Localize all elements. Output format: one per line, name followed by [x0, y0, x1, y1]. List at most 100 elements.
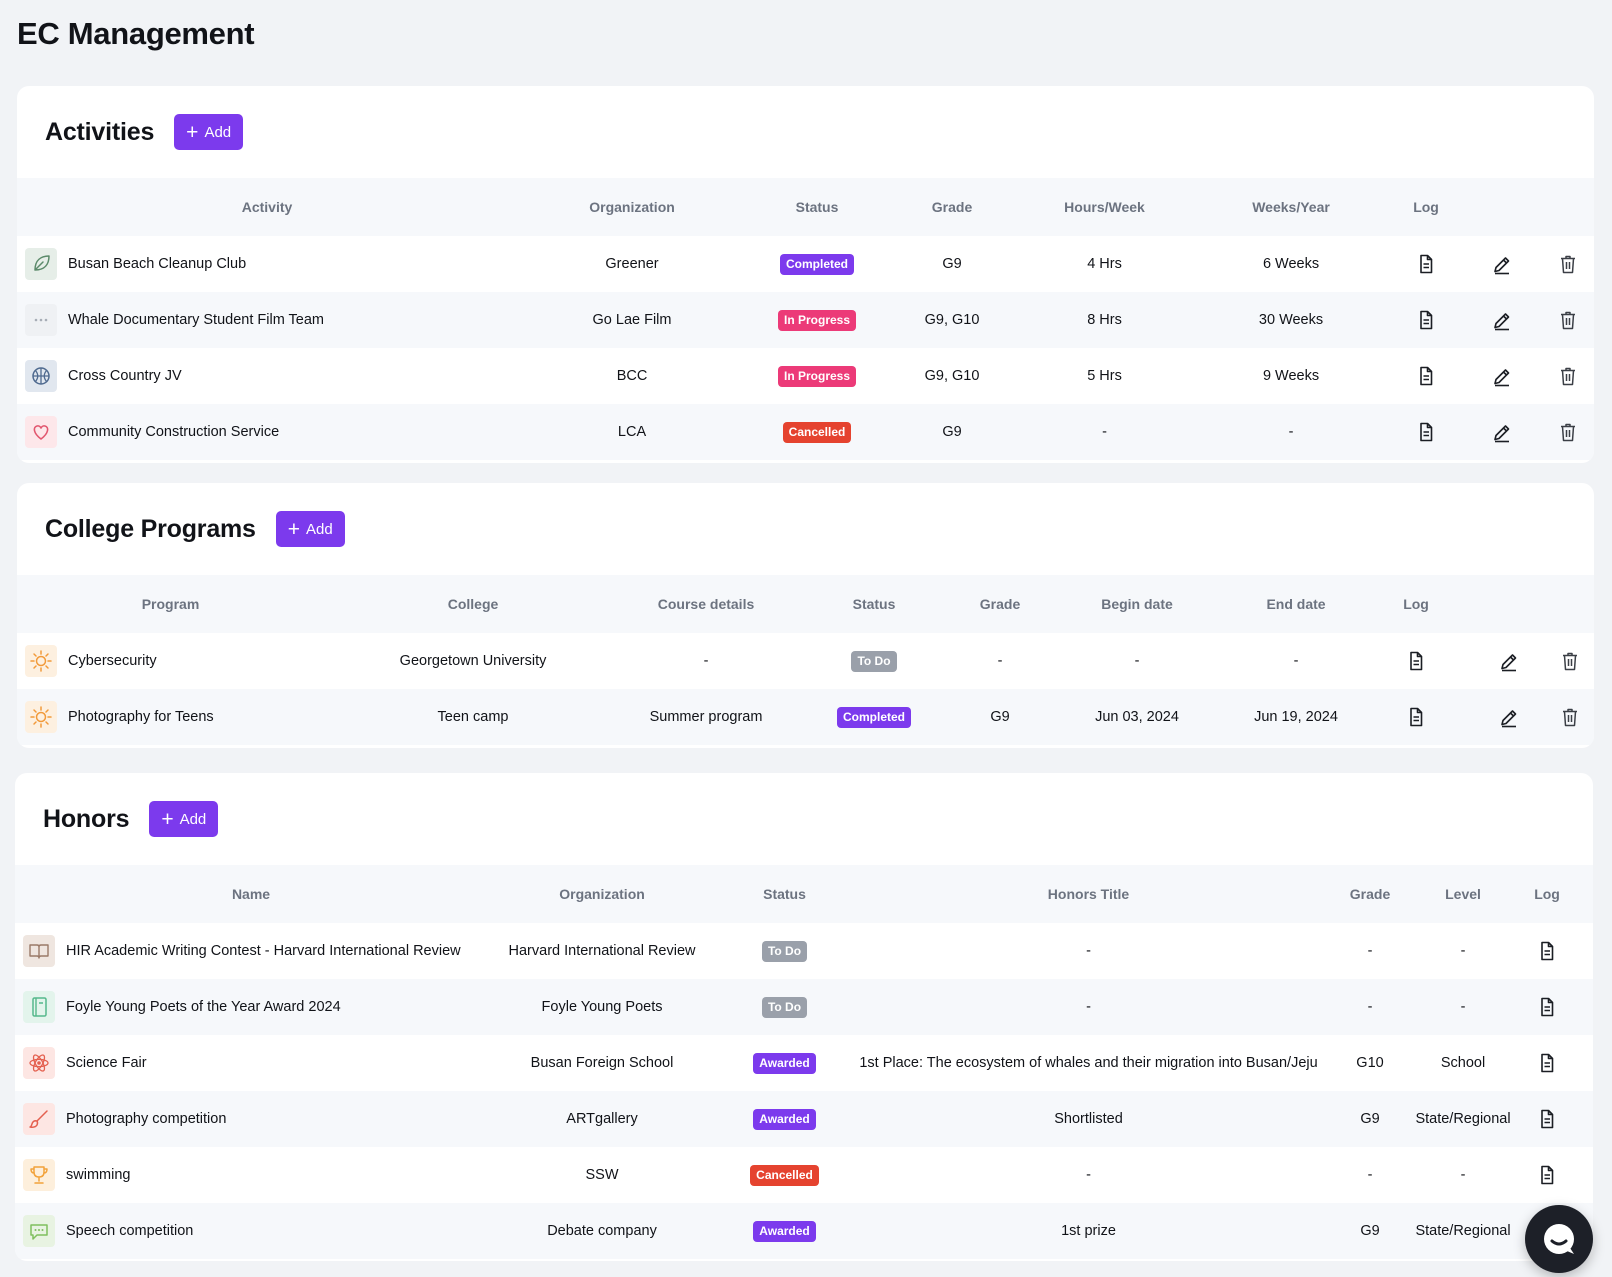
- name-cell: Whale Documentary Student Film Team: [17, 292, 517, 348]
- delete-trash-icon[interactable]: [1559, 650, 1581, 672]
- add-program-label: Add: [306, 520, 333, 538]
- table-row[interactable]: Community Construction Service LCA Cancell…: [17, 404, 1594, 460]
- status-badge: Cancelled: [782, 421, 852, 443]
- college-programs-header: College Programs + Add: [17, 483, 1594, 575]
- organization-cell: Busan Foreign School: [530, 1055, 674, 1071]
- organization-cell: Debate company: [547, 1223, 657, 1239]
- row-name: Cross Country JV: [68, 368, 182, 384]
- col-college: College: [447, 596, 499, 612]
- add-activity-button[interactable]: + Add: [174, 114, 244, 150]
- table-row[interactable]: Photography competition ARTgallery Awarded…: [15, 1091, 1593, 1147]
- table-row[interactable]: swimming SSW Cancelled - - -: [15, 1147, 1593, 1203]
- status-cell: To Do: [717, 923, 852, 979]
- col-grade: Grade: [1349, 886, 1391, 902]
- table-row[interactable]: Speech competition Debate company Awarded 1…: [15, 1203, 1593, 1259]
- log-document-icon[interactable]: [1536, 1108, 1558, 1130]
- end-cell: Jun 19, 2024: [1254, 709, 1338, 725]
- grade-cell: G9: [942, 256, 962, 272]
- log-document-icon[interactable]: [1415, 309, 1437, 331]
- heart-icon: [25, 416, 57, 448]
- row-name: Science Fair: [66, 1055, 147, 1071]
- status-badge: Completed: [780, 253, 855, 275]
- delete-cell: [1542, 292, 1594, 348]
- table-row[interactable]: Foyle Young Poets of the Year Award 2024…: [15, 979, 1593, 1035]
- activities-title: Activities: [45, 117, 155, 146]
- col-end-date: End date: [1266, 596, 1326, 612]
- title-cell: -: [1086, 999, 1091, 1015]
- edit-cell: [1583, 1147, 1593, 1203]
- begin-cell: Jun 03, 2024: [1095, 709, 1179, 725]
- status-cell: Completed: [747, 236, 887, 292]
- log-cell: [1390, 348, 1462, 404]
- weeks-cell: 6 Weeks: [1262, 256, 1320, 272]
- activities-card: Activities + Add Activity Organization St…: [17, 86, 1594, 463]
- col-status: Status: [795, 199, 839, 215]
- row-name: Foyle Young Poets of the Year Award 2024: [66, 999, 341, 1015]
- col-log: Log: [1534, 886, 1560, 902]
- col-program: Program: [141, 596, 200, 612]
- log-document-icon[interactable]: [1405, 706, 1427, 728]
- edit-pencil-icon[interactable]: [1491, 309, 1513, 331]
- table-row[interactable]: Cross Country JV BCC In Progress G9, G10 5 H…: [17, 348, 1594, 404]
- organization-cell: LCA: [617, 424, 647, 440]
- col-status: Status: [852, 596, 896, 612]
- chat-support-button[interactable]: [1525, 1205, 1593, 1273]
- weeks-cell: -: [1288, 424, 1294, 440]
- add-program-button[interactable]: + Add: [275, 511, 345, 547]
- name-cell: Photography competition: [15, 1091, 487, 1147]
- organization-cell: Harvard International Review: [508, 943, 696, 959]
- name-cell: Foyle Young Poets of the Year Award 2024: [15, 979, 487, 1035]
- delete-trash-icon[interactable]: [1557, 421, 1579, 443]
- status-badge: To Do: [851, 650, 897, 672]
- table-row[interactable]: Whale Documentary Student Film Team Go La…: [17, 292, 1594, 348]
- table-row[interactable]: Science Fair Busan Foreign School Awarded 1…: [15, 1035, 1593, 1091]
- table-row[interactable]: Photography for Teens Teen camp Summer pro…: [17, 689, 1594, 745]
- delete-trash-icon[interactable]: [1557, 365, 1579, 387]
- table-row[interactable]: HIR Academic Writing Contest - Harvard I…: [15, 923, 1593, 979]
- col-level: Level: [1445, 886, 1481, 902]
- edit-pencil-icon[interactable]: [1491, 365, 1513, 387]
- status-badge: Cancelled: [750, 1164, 819, 1186]
- grade-cell: G10: [1356, 1055, 1384, 1071]
- log-document-icon[interactable]: [1536, 1164, 1558, 1186]
- table-row[interactable]: Busan Beach Cleanup Club Greener Completed…: [17, 236, 1594, 292]
- log-document-icon[interactable]: [1536, 940, 1558, 962]
- course-cell: Summer program: [649, 709, 763, 725]
- course-cell: -: [703, 653, 709, 669]
- edit-cell: [1583, 1091, 1593, 1147]
- delete-trash-icon[interactable]: [1557, 309, 1579, 331]
- log-document-icon[interactable]: [1415, 421, 1437, 443]
- edit-pencil-icon[interactable]: [1491, 253, 1513, 275]
- chat-icon: [1544, 1224, 1574, 1254]
- organization-cell: SSW: [585, 1167, 619, 1183]
- sun-icon: [25, 701, 57, 733]
- delete-cell: [1546, 633, 1594, 689]
- log-document-icon[interactable]: [1536, 1052, 1558, 1074]
- log-cell: [1511, 1147, 1583, 1203]
- trophy-icon: [23, 1159, 55, 1191]
- edit-cell: [1462, 404, 1542, 460]
- log-document-icon[interactable]: [1415, 253, 1437, 275]
- add-honor-button[interactable]: + Add: [149, 801, 219, 837]
- plus-icon: +: [161, 807, 174, 831]
- page-title: EC Management: [17, 16, 255, 51]
- college-programs-card: College Programs + Add Program College Co…: [17, 483, 1594, 748]
- log-document-icon[interactable]: [1536, 996, 1558, 1018]
- name-cell: HIR Academic Writing Contest - Harvard I…: [15, 923, 487, 979]
- col-name: Name: [231, 886, 271, 902]
- delete-trash-icon[interactable]: [1559, 706, 1581, 728]
- table-row[interactable]: Cybersecurity Georgetown University - To Do…: [17, 633, 1594, 689]
- sun-icon: [25, 645, 57, 677]
- name-cell: Science Fair: [15, 1035, 487, 1091]
- college-cell: Georgetown University: [399, 653, 547, 669]
- edit-pencil-icon[interactable]: [1491, 421, 1513, 443]
- log-document-icon[interactable]: [1405, 650, 1427, 672]
- grade-cell: -: [1367, 999, 1373, 1015]
- status-badge: In Progress: [778, 309, 857, 331]
- weeks-cell: 9 Weeks: [1262, 368, 1320, 384]
- log-document-icon[interactable]: [1415, 365, 1437, 387]
- edit-pencil-icon[interactable]: [1498, 706, 1520, 728]
- delete-trash-icon[interactable]: [1557, 253, 1579, 275]
- row-name: Community Construction Service: [68, 424, 280, 440]
- edit-pencil-icon[interactable]: [1498, 650, 1520, 672]
